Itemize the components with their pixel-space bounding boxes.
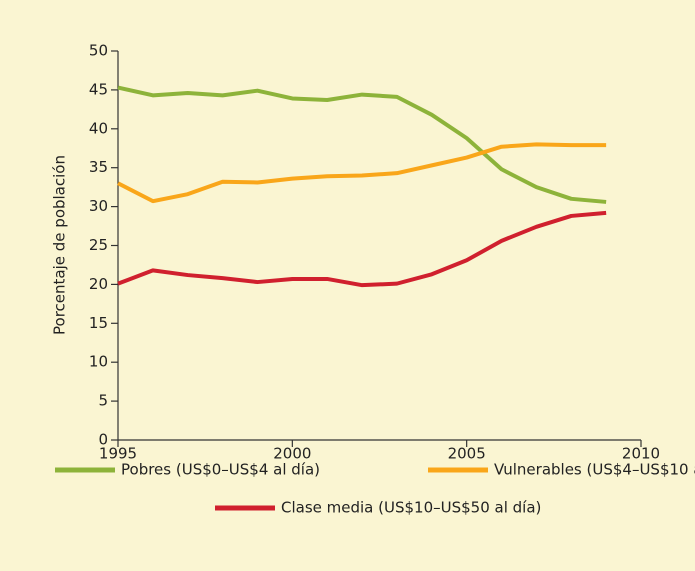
y-tick-label: 45	[89, 80, 108, 98]
y-tick-label: 15	[89, 314, 108, 332]
series-line	[117, 142, 607, 204]
x-tick-label: 1995	[99, 445, 137, 463]
x-tick-label: 2000	[273, 445, 311, 463]
y-tick-label: 40	[89, 119, 108, 137]
y-tick-label: 0	[98, 431, 108, 449]
x-tick-label: 2005	[448, 445, 486, 463]
y-tick-label: 25	[89, 236, 108, 254]
y-axis-label: Porcentaje de población	[51, 155, 69, 335]
legend-label: Clase media (US$10–US$50 al día)	[281, 499, 541, 517]
y-tick-label: 10	[89, 353, 108, 371]
y-tick-label: 35	[89, 158, 108, 176]
y-tick-label: 50	[89, 42, 108, 60]
x-tick-label: 2010	[622, 445, 660, 463]
y-tick-label: 30	[89, 197, 108, 215]
y-tick-label: 5	[98, 392, 108, 410]
y-tick-label: 20	[89, 275, 108, 293]
series-line	[117, 85, 607, 204]
legend-label: Vulnerables (US$4–US$10 al día)	[494, 461, 695, 479]
series-line	[117, 210, 607, 288]
legend-label: Pobres (US$0–US$4 al día)	[121, 461, 320, 479]
